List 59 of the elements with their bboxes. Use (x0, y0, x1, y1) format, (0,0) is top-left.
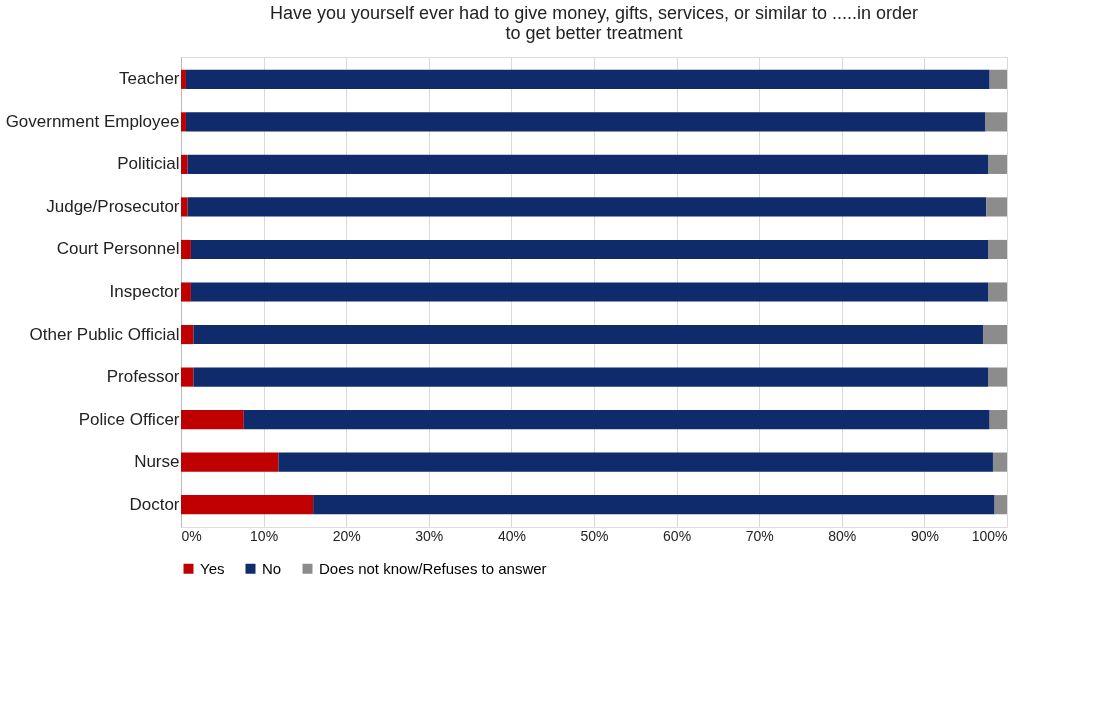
bar (181, 324, 194, 345)
legend-label: Yes (200, 559, 225, 577)
bar (313, 495, 995, 515)
bar (181, 197, 188, 217)
bar (185, 112, 986, 132)
y-tick-label: Doctor (129, 494, 180, 514)
bar (181, 367, 194, 387)
x-tick-label: 20% (332, 527, 361, 544)
x-tick-label: 0% (181, 527, 202, 544)
bar (190, 282, 988, 302)
bar (190, 239, 988, 260)
bar (193, 324, 984, 345)
bar (185, 69, 990, 89)
x-tick-label: 40% (497, 527, 526, 544)
bar (985, 112, 1007, 132)
bar (181, 452, 279, 472)
bar (986, 197, 1007, 217)
bar (988, 239, 1007, 260)
x-tick-label: 100% (971, 527, 1008, 544)
x-tick-label: 80% (828, 527, 857, 544)
y-tick-label: Judge/Prosecutor (46, 196, 180, 216)
legend-label: Does not know/Refuses to answer (319, 559, 547, 577)
bar (988, 154, 1007, 174)
y-tick-label: Court Personnel (56, 239, 180, 259)
bar (989, 410, 1007, 430)
y-tick-label: Other Public Official (29, 324, 180, 344)
bar (193, 367, 988, 387)
bar (181, 282, 191, 302)
bar (181, 239, 191, 260)
bar (994, 495, 1007, 515)
bar (181, 112, 186, 132)
bar (181, 410, 244, 430)
bar (992, 452, 1007, 472)
x-tick-label: 30% (415, 527, 444, 544)
bar (988, 367, 1007, 387)
bar (181, 69, 186, 89)
bar (181, 495, 314, 515)
x-tick-label: 10% (250, 527, 279, 544)
x-tick-label: 90% (910, 527, 939, 544)
y-tick-label: Professor (106, 367, 180, 387)
bar (181, 154, 188, 174)
y-tick-label: Nurse (134, 452, 180, 472)
y-tick-label: Politicial (117, 154, 180, 174)
bar (988, 282, 1007, 302)
y-tick-label: Teacher (119, 69, 180, 89)
x-tick-label: 70% (745, 527, 774, 544)
y-tick-label: Police Officer (78, 409, 180, 429)
x-tick-label: 60% (663, 527, 692, 544)
bar (187, 197, 987, 217)
bar (243, 410, 990, 430)
x-tick-label: 50% (580, 527, 609, 544)
chart-title: Have you yourself ever had to give money, gifts, services, or similar to .....in order to get better treatment (270, 3, 918, 43)
legend-label: No (262, 559, 282, 577)
bar (278, 452, 993, 472)
y-tick-label: Inspector (109, 282, 180, 301)
bar (187, 154, 988, 174)
y-tick-label: Government Employee (5, 111, 180, 131)
bar (989, 69, 1007, 89)
bar (983, 324, 1007, 345)
